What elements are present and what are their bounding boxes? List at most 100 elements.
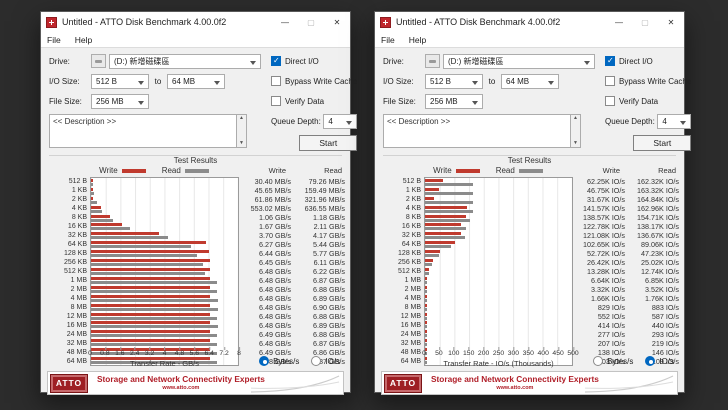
- bytes-radio-item[interactable]: Bytes/s: [593, 356, 633, 366]
- title-bar[interactable]: Untitled - ATTO Disk Benchmark 4.00.0f2 …: [375, 12, 684, 32]
- file-size-dropdown[interactable]: 256 MB: [91, 93, 149, 109]
- chart-row: [91, 196, 238, 205]
- menu-item-file[interactable]: File: [381, 34, 395, 45]
- close-button-icon[interactable]: ✕: [667, 17, 675, 27]
- verify-data-row[interactable]: Verify Data: [271, 93, 357, 109]
- direct-io-checkbox[interactable]: [271, 56, 281, 66]
- read-value: 293 IO/s: [651, 330, 679, 339]
- y-axis-label: 2 MB: [70, 286, 87, 293]
- write-value: 6.48 GB/s: [259, 285, 291, 294]
- footer-text: Storage and Network Connectivity Experts…: [97, 375, 265, 391]
- minimize-button-icon[interactable]: —: [615, 17, 623, 27]
- controls-left: Drive: (D:) 新增磁碟區 I/O Size: 512 B to: [49, 53, 261, 151]
- io-size-from-dropdown[interactable]: 512 B: [91, 73, 149, 89]
- minimize-button-icon[interactable]: —: [281, 17, 289, 27]
- write-bar: [91, 268, 211, 272]
- write-value: 3.32K IO/s: [591, 285, 625, 294]
- description-input[interactable]: << Description >>: [383, 114, 570, 148]
- write-bar: [425, 187, 439, 191]
- file-size-dropdown[interactable]: 256 MB: [425, 93, 483, 109]
- file-size-row: File Size: 256 MB: [383, 93, 595, 109]
- write-value: 277 IO/s: [597, 330, 625, 339]
- queue-depth-dropdown[interactable]: 4: [657, 113, 692, 129]
- ios-radio[interactable]: [645, 356, 656, 366]
- menu-item-help[interactable]: Help: [74, 34, 93, 45]
- io-size-to-dropdown[interactable]: 64 MB: [167, 73, 225, 89]
- read-value: 6.86 GB/s: [313, 348, 345, 357]
- scroll-down-icon[interactable]: ▼: [573, 140, 578, 146]
- atto-logo: ATTO: [384, 373, 422, 393]
- write-value: 103 IO/s: [597, 357, 625, 366]
- bypass-write-cache-row[interactable]: Bypass Write Cache: [605, 73, 691, 89]
- write-bar: [91, 232, 159, 236]
- y-axis-label: 32 KB: [67, 232, 87, 239]
- read-value: 25.02K IO/s: [641, 258, 679, 267]
- start-button[interactable]: Start: [299, 135, 358, 151]
- chevron-down-icon: [680, 120, 687, 125]
- title-bar[interactable]: Untitled - ATTO Disk Benchmark 4.00.0f2 …: [41, 12, 350, 32]
- direct-io-row[interactable]: Direct I/O: [271, 53, 357, 69]
- menu-item-help[interactable]: Help: [408, 34, 427, 45]
- chart-row: [91, 178, 238, 187]
- write-bar: [425, 268, 429, 272]
- write-bar: [425, 330, 427, 334]
- read-value: 136.67K IO/s: [637, 231, 679, 240]
- drive-label: Drive:: [383, 56, 404, 66]
- chart-row: [91, 294, 238, 303]
- io-size-from-dropdown[interactable]: 512 B: [425, 73, 483, 89]
- file-size-label: File Size:: [49, 96, 82, 106]
- close-button-icon[interactable]: ✕: [333, 17, 341, 27]
- read-value: 6.88 GB/s: [313, 312, 345, 321]
- description-input[interactable]: << Description >>: [49, 114, 236, 148]
- bypass-write-cache-checkbox[interactable]: [605, 76, 615, 86]
- y-axis-label: 32 KB: [401, 232, 421, 239]
- read-bar: [91, 361, 218, 365]
- read-bar: [91, 307, 218, 311]
- x-axis: 0 50 100 150 200 250 300 350 400 450 500 Transfer …: [383, 347, 676, 371]
- chart-row: [425, 356, 572, 365]
- drive-dropdown[interactable]: (D:) 新增磁碟區: [109, 53, 261, 69]
- scroll-up-icon[interactable]: ▲: [573, 115, 578, 121]
- ios-radio-item[interactable]: IO/s: [311, 356, 340, 366]
- chart-row: [425, 231, 572, 240]
- bypass-write-cache-checkbox[interactable]: [271, 76, 281, 86]
- description-scrollbar[interactable]: ▲ ▼: [570, 114, 581, 148]
- start-button[interactable]: Start: [633, 135, 692, 151]
- scroll-down-icon[interactable]: ▼: [239, 140, 244, 146]
- io-size-to-dropdown[interactable]: 64 MB: [501, 73, 559, 89]
- menu-item-file[interactable]: File: [47, 34, 61, 45]
- ios-radio[interactable]: [311, 356, 322, 366]
- description-scrollbar[interactable]: ▲ ▼: [236, 114, 247, 148]
- bytes-radio-item[interactable]: Bytes/s: [259, 356, 299, 366]
- drive-icon-button[interactable]: [91, 54, 106, 68]
- read-bar: [425, 236, 466, 240]
- bytes-radio[interactable]: [593, 356, 604, 366]
- bytes-radio[interactable]: [259, 356, 270, 366]
- x-tick: 2.4: [129, 347, 140, 357]
- y-axis-label: 4 MB: [70, 295, 87, 302]
- chart-row: [425, 196, 572, 205]
- ios-radio-item[interactable]: IO/s: [645, 356, 674, 366]
- direct-io-row[interactable]: Direct I/O: [605, 53, 691, 69]
- chevron-down-icon: [214, 80, 220, 85]
- direct-io-checkbox[interactable]: [605, 56, 615, 66]
- drive-dropdown[interactable]: (D:) 新增磁碟區: [443, 53, 595, 69]
- read-bar: [91, 245, 191, 249]
- file-size-row: File Size: 256 MB: [49, 93, 261, 109]
- bypass-write-cache-row[interactable]: Bypass Write Cache: [271, 73, 357, 89]
- queue-depth-dropdown[interactable]: 4: [323, 113, 358, 129]
- scroll-up-icon[interactable]: ▲: [239, 115, 244, 121]
- read-value: 6.85K IO/s: [645, 276, 679, 285]
- ios-radio-label: IO/s: [659, 356, 674, 366]
- verify-data-checkbox[interactable]: [605, 96, 615, 106]
- bypass-write-cache-label: Bypass Write Cache: [619, 76, 692, 86]
- read-bar: [91, 343, 218, 347]
- controls-right: Direct I/O Bypass Write Cache Verify Dat…: [261, 53, 358, 151]
- footer-text: Storage and Network Connectivity Experts…: [431, 375, 599, 391]
- io-size-row: I/O Size: 512 B to 64 MB: [49, 73, 261, 89]
- verify-data-checkbox[interactable]: [271, 96, 281, 106]
- chart-row: [425, 249, 572, 258]
- y-axis-label: 1 KB: [71, 187, 87, 194]
- verify-data-row[interactable]: Verify Data: [605, 93, 691, 109]
- drive-icon-button[interactable]: [425, 54, 440, 68]
